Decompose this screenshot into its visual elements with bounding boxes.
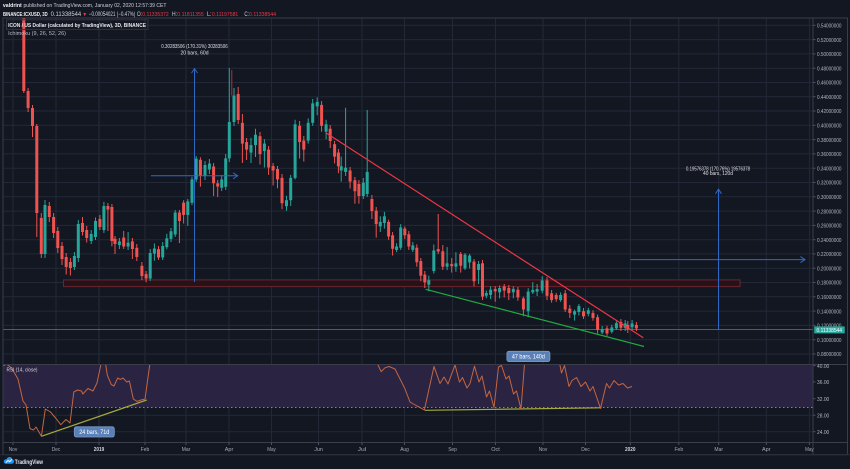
svg-text:Aug: Aug: [400, 447, 409, 453]
svg-text:0.11335372: 0.11335372: [142, 12, 168, 18]
svg-text:0.11338544: 0.11338544: [249, 12, 277, 18]
svg-text:0.11197581: 0.11197581: [212, 12, 238, 18]
svg-text:May: May: [805, 447, 814, 453]
svg-text:May: May: [267, 447, 276, 453]
svg-text:Jun: Jun: [314, 447, 323, 453]
svg-text:0.20000000: 0.20000000: [817, 266, 842, 272]
svg-text:2020: 2020: [625, 447, 636, 453]
svg-text:24 bars, 71d: 24 bars, 71d: [79, 430, 109, 436]
svg-text:Nov: Nov: [539, 447, 548, 453]
svg-text:Mar: Mar: [714, 447, 723, 453]
svg-text:36.00: 36.00: [817, 380, 829, 386]
svg-text:0.19576378 (170.76%) 19576378: 0.19576378 (170.76%) 19576378: [686, 166, 750, 172]
svg-text:0.32000000: 0.32000000: [817, 181, 842, 187]
svg-text:40 bars, 120d: 40 bars, 120d: [703, 171, 733, 177]
svg-text:0.14000000: 0.14000000: [817, 309, 842, 315]
svg-text:28.00: 28.00: [817, 413, 829, 419]
svg-text:0.11338544: 0.11338544: [51, 12, 82, 18]
svg-text:Mar: Mar: [182, 447, 191, 453]
svg-text:Sep: Sep: [448, 447, 457, 453]
svg-text:0.52000000: 0.52000000: [817, 38, 842, 44]
svg-text:O:: O:: [137, 12, 142, 18]
svg-text:Nov: Nov: [9, 447, 18, 453]
svg-text:0.44000000: 0.44000000: [817, 95, 842, 101]
svg-text:0.34000000: 0.34000000: [817, 166, 842, 172]
svg-text:−0.00054021 (−0.47%): −0.00054021 (−0.47%): [89, 12, 136, 18]
svg-text:0.11338544: 0.11338544: [817, 328, 843, 334]
svg-text:Ichimoku (9, 26, 52, 26): Ichimoku (9, 26, 52, 26): [8, 31, 66, 37]
svg-text:Apr: Apr: [225, 447, 234, 453]
svg-text:Feb: Feb: [675, 447, 684, 453]
svg-text:20 bars, 60d: 20 bars, 60d: [181, 50, 209, 56]
svg-text:L:: L:: [207, 12, 212, 18]
svg-text:0.16000000: 0.16000000: [817, 295, 842, 301]
svg-text:0.28000000: 0.28000000: [817, 209, 842, 215]
svg-text:0.18000000: 0.18000000: [817, 281, 842, 287]
svg-text:Apr: Apr: [762, 447, 771, 453]
svg-text:H:: H:: [172, 12, 177, 18]
svg-text:published on TradingView.com,: published on TradingView.com, January 02…: [24, 3, 167, 9]
svg-text:0.54000000: 0.54000000: [817, 24, 842, 30]
svg-text:TradingView: TradingView: [15, 459, 44, 466]
svg-text:0.24000000: 0.24000000: [817, 238, 842, 244]
svg-text:24.00: 24.00: [817, 430, 829, 436]
svg-text:BINANCE:ICXUSD, 3D: BINANCE:ICXUSD, 3D: [3, 12, 48, 18]
svg-text:Dec: Dec: [52, 447, 61, 453]
svg-text:0.42000000: 0.42000000: [817, 109, 842, 115]
svg-text:C:: C:: [244, 12, 249, 18]
svg-text:32.00: 32.00: [817, 397, 829, 403]
svg-text:0.30000000: 0.30000000: [817, 195, 842, 201]
svg-text:0.08000000: 0.08000000: [817, 352, 842, 358]
svg-text:▼: ▼: [82, 12, 87, 18]
svg-text:0.36000000: 0.36000000: [817, 152, 842, 158]
svg-text:Feb: Feb: [141, 447, 150, 453]
svg-text:0.26000000: 0.26000000: [817, 224, 842, 230]
svg-text:0.30283506 (170.31%) 30283506: 0.30283506 (170.31%) 30283506: [161, 44, 227, 50]
svg-text:47 bars, 140d: 47 bars, 140d: [512, 355, 545, 361]
svg-text:0.11811355: 0.11811355: [177, 12, 203, 18]
svg-text:2019: 2019: [94, 447, 105, 453]
svg-text:0.38000000: 0.38000000: [817, 138, 842, 144]
svg-text:valdrint: valdrint: [3, 3, 22, 9]
svg-text:0.40000000: 0.40000000: [817, 124, 842, 130]
svg-text:0.48000000: 0.48000000: [817, 66, 842, 72]
svg-text:Dec: Dec: [581, 447, 590, 453]
svg-text:0.22000000: 0.22000000: [817, 252, 842, 258]
svg-text:0.10000000: 0.10000000: [817, 338, 842, 344]
svg-text:0.46000000: 0.46000000: [817, 81, 842, 87]
svg-text:40.00: 40.00: [817, 364, 829, 370]
svg-text:Oct: Oct: [491, 447, 500, 453]
svg-text:Jul: Jul: [358, 447, 367, 453]
svg-text:0.50000000: 0.50000000: [817, 52, 842, 58]
svg-text:ICON / US Dollar (calculated b: ICON / US Dollar (calculated by TradingV…: [8, 23, 146, 29]
svg-text:RSI (14, close): RSI (14, close): [7, 368, 38, 374]
